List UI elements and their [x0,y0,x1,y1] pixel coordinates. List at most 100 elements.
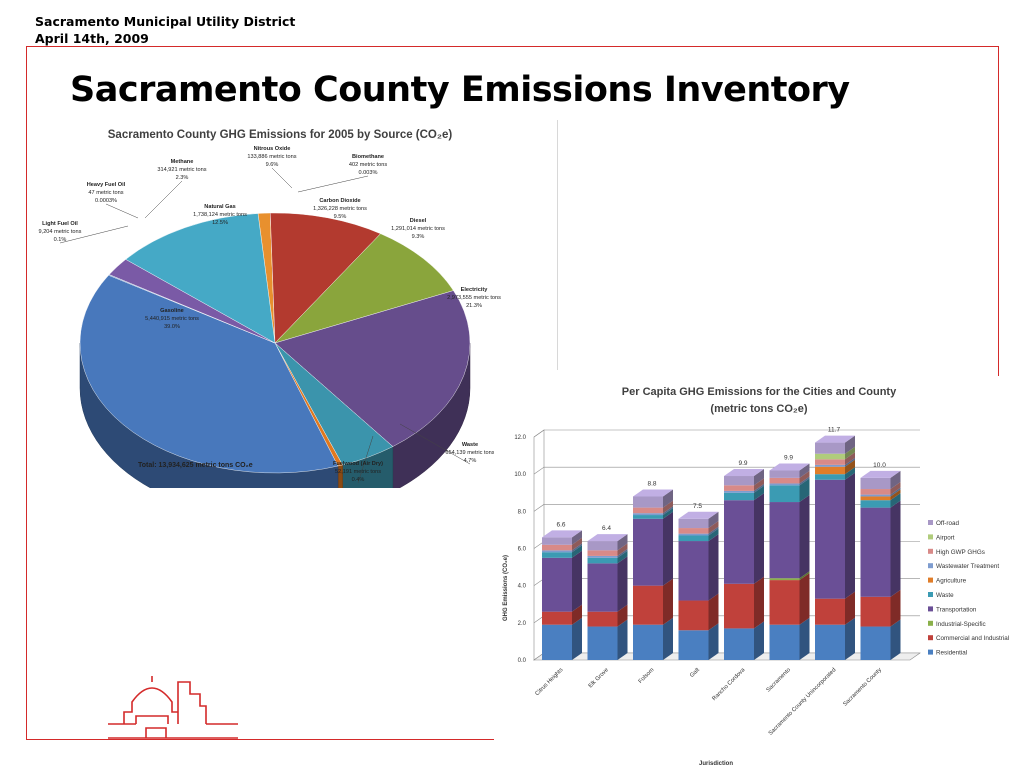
bar-segment-galt-commercial-and-industrial [678,600,709,631]
pie-leader-fuelwood-air-dry [357,435,374,484]
bar-segment-citrus-heights-commercial-and-industrial [542,611,572,625]
bar-total-label: 9.9 [738,460,747,467]
legend-label-agriculture: Agriculture [936,578,967,585]
bar-ytick-label: 2.0 [518,621,527,627]
pie-label-detail-biomethane: 402 metric tons [349,162,387,168]
bar-segment-elk-grove-transportation-side [617,556,628,612]
pie-slices [79,212,471,474]
bar-segment-sacramento-commercial-and-industrial-side [799,573,810,625]
bar-top-galt [678,511,719,519]
bar-segment-elk-grove-residential-side [617,619,628,660]
bar-segment-sacramento-county-unincorporated-residential [815,624,845,660]
pie-label-pct-natural-gas: 12.5% [212,220,228,226]
pie-chart: Sacramento County GHG Emissions for 2005… [39,129,501,488]
bar-segment-elk-grove-waste [587,557,618,564]
bar-top-sacramento [769,463,810,471]
pie-slice-electricity [274,290,471,447]
bar-chart-panel: Per Capita GHG Emissions for the Cities … [494,376,1024,768]
pie-label-detail-carbon-dioxide: 1,326,228 metric tons [313,206,367,212]
bar-segment-elk-grove-commercial-and-industrial [587,611,618,627]
legend-label-transportation: Transportation [936,606,977,613]
bar-segment-galt-waste-side [708,528,719,542]
bar-segment-folsom-residential [633,624,663,660]
legend-swatch-wastewater-treatment [928,563,933,569]
bar-segment-sacramento-industrial-specific-side [799,571,810,581]
bar-subtitle: (metric tons CO₂e) [710,403,808,415]
pie-label-name-natural-gas: Natural Gas [204,204,235,210]
bar-segment-folsom-high-gwp-ghgs [633,507,663,514]
bar-xlabel: Jurisdiction [699,761,733,767]
bar-stacks: 6.6 Citrus Heights 6.4 Elk Grove 8.8 Folsom 7.… [534,427,901,737]
bar-segment-sacramento-wastewater-treatment-side [799,476,810,486]
bar-total-label: 8.8 [647,480,656,487]
bar-title: Per Capita GHG Emissions for the Cities … [622,386,897,398]
pie-label-pct-heavy-fuel-oil: 0.0003% [95,198,117,204]
pie-label-name-fuelwood-air-dry: Fuelwood (Air Dry) [333,461,383,467]
bar-segment-citrus-heights-commercial-and-industrial-side [572,604,582,625]
pie-label-detail-gasoline: 5,440,915 metric tons [145,316,199,322]
bar-segment-rancho-cordova-high-gwp-ghgs-side [754,478,764,491]
bar-segment-sacramento-county-unincorporated-wastewater-treatment-side [845,457,855,467]
pie-label-detail-natural-gas: 1,738,124 metric tons [193,212,247,218]
bar-segment-sacramento-county-off-road-side [890,470,901,490]
bar-segment-elk-grove-off-road [587,541,618,551]
bar-top-rancho-cordova [724,469,764,477]
legend-label-waste: Waste [936,592,954,599]
bar-segment-sacramento-county-unincorporated-commercial-and-industrial [815,598,845,625]
bar-ytick-label: 8.0 [518,509,527,515]
bar-segment-sacramento-county-agriculture [860,496,891,501]
bar-category-label: Citrus Heights [534,667,564,697]
pie-label-name-diesel: Diesel [410,218,427,224]
bar-segment-sacramento-high-gwp-ghgs [769,477,800,484]
pie-leader-biomethane [297,175,369,193]
bar-segment-sacramento-county-waste-side [890,493,901,508]
bar-segment-sacramento-county-transportation [860,507,891,597]
bar-segment-elk-grove-waste-side [617,550,628,564]
bar-gridline [533,429,920,438]
bar-segment-folsom-waste [633,515,663,519]
bar-top-sacramento-county-unincorporated [815,435,855,443]
bar-segment-sacramento-county-commercial-and-industrial-side [890,589,901,627]
bar-segment-sacramento-county-unincorporated-high-gwp-ghgs-side [845,452,855,465]
bar-category-label: Galt [689,667,701,679]
pie-label-name-nitrous-oxide: Nitrous Oxide [254,146,291,152]
legend-swatch-transportation [928,606,933,612]
pie-label-pct-biomethane: 0.003% [359,170,378,176]
bar-ylabel: GHG Emissions (CO₂e) [503,555,509,621]
bar-segment-citrus-heights-high-gwp-ghgs-side [572,537,582,551]
legend-swatch-industrial-specific [928,620,933,626]
bar-segment-sacramento-county-unincorporated-waste-side [845,467,855,480]
legend-label-high-gwp-ghgs: High GWP GHGs [936,549,985,556]
bar-total-label: 6.4 [602,525,611,532]
bar-segment-sacramento-county-transportation-side [890,500,901,597]
bar-segment-rancho-cordova-off-road-side [754,469,764,486]
bar-segment-citrus-heights-residential [542,624,572,660]
pie-label-name-gasoline: Gasoline [160,308,184,314]
bar-segment-rancho-cordova-waste [724,492,754,501]
bar-segment-sacramento-county-unincorporated-wastewater-treatment [815,464,845,467]
pie-leader-light-fuel-oil [59,225,129,244]
pie-label-detail-fuelwood-air-dry: 52,191 metric tons [335,469,381,475]
bar-segment-elk-grove-off-road-side [617,534,628,551]
bar-segment-folsom-commercial-and-industrial [633,585,663,625]
pie-label-detail-nitrous-oxide: 133,886 metric tons [247,154,296,160]
pie-label-detail-light-fuel-oil: 9,204 metric tons [39,229,82,235]
bar-segment-folsom-wastewater-treatment [633,513,663,516]
pie-label-name-carbon-dioxide: Carbon Dioxide [319,198,360,204]
bar-ytick-label: 4.0 [518,584,527,590]
pie-label-detail-diesel: 1,291,014 metric tons [391,226,445,232]
bar-category-label: Sacramento [766,667,792,693]
bar-segment-sacramento-county-unincorporated-off-road [815,442,845,454]
bar-segment-sacramento-county-high-gwp-ghgs-side [890,482,901,495]
legend-swatch-commercial-and-industrial [928,635,933,641]
divider-line [557,120,558,370]
bar-ytick-label: 10.0 [514,472,526,478]
bar-segment-sacramento-county-unincorporated-commercial-and-industrial-side [845,591,855,625]
pie-total: Total: 13,934,625 metric tons CO₂e [138,462,253,469]
bar-segment-sacramento-wastewater-treatment [769,483,800,486]
pie-label-name-heavy-fuel-oil: Heavy Fuel Oil [87,182,126,188]
bar-segment-sacramento-county-unincorporated-airport-side [845,446,855,460]
bar-segment-elk-grove-commercial-and-industrial-side [617,604,628,627]
bar-segment-sacramento-county-waste [860,500,891,508]
bar-total-label: 7.5 [693,503,702,510]
